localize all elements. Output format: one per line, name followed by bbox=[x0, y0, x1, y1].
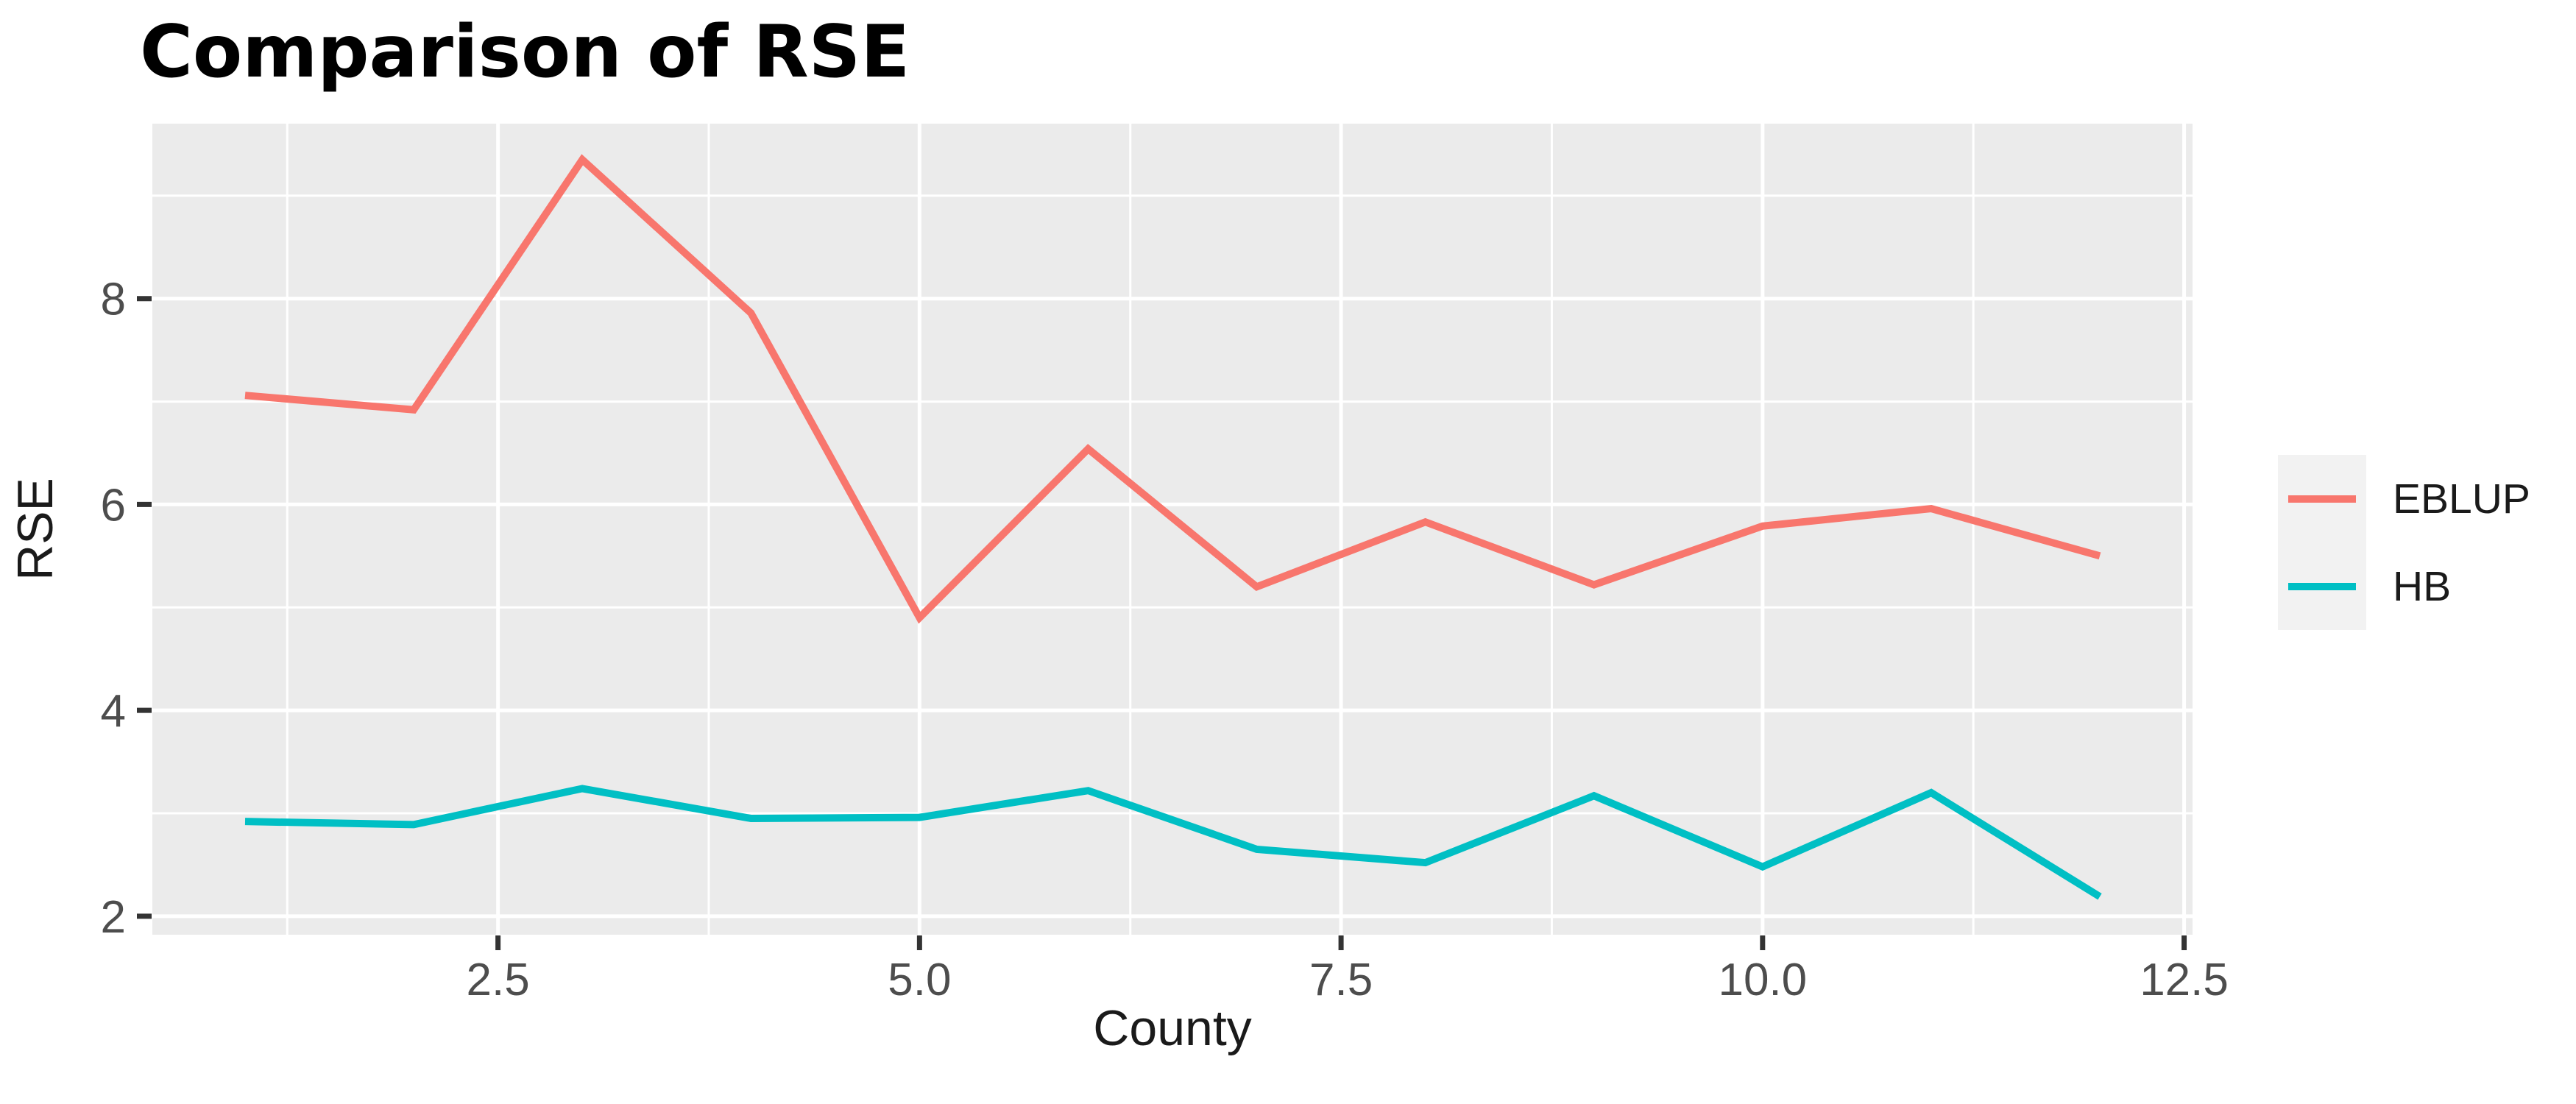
x-tick-label: 7.5 bbox=[1309, 955, 1373, 1005]
y-tick-label: 8 bbox=[101, 275, 126, 325]
x-tick-label: 5.0 bbox=[888, 955, 951, 1005]
legend: EBLUP HB bbox=[2278, 455, 2530, 630]
legend-item-eblup: EBLUP bbox=[2278, 455, 2530, 542]
x-tick-label: 12.5 bbox=[2140, 955, 2229, 1005]
legend-key-line-hb bbox=[2288, 582, 2356, 590]
y-tick-label: 6 bbox=[101, 480, 126, 531]
series-line-eblup bbox=[244, 154, 2101, 624]
legend-label-eblup: EBLUP bbox=[2393, 475, 2530, 523]
legend-key-eblup bbox=[2278, 455, 2366, 542]
y-axis-title: RSE bbox=[7, 478, 63, 581]
plot-panel bbox=[152, 124, 2193, 935]
legend-item-hb: HB bbox=[2278, 542, 2530, 630]
y-tick-label: 4 bbox=[101, 686, 126, 737]
x-tick-label: 10.0 bbox=[1718, 955, 1807, 1005]
chart-title: Comparison of RSE bbox=[140, 10, 910, 94]
legend-key-line-eblup bbox=[2288, 495, 2356, 503]
series-line-hb bbox=[244, 785, 2102, 900]
y-tick-label: 2 bbox=[101, 892, 126, 943]
legend-label-hb: HB bbox=[2393, 562, 2452, 610]
x-tick-label: 2.5 bbox=[467, 955, 530, 1005]
x-axis-title: County bbox=[1093, 1000, 1252, 1056]
legend-key-hb bbox=[2278, 542, 2366, 630]
